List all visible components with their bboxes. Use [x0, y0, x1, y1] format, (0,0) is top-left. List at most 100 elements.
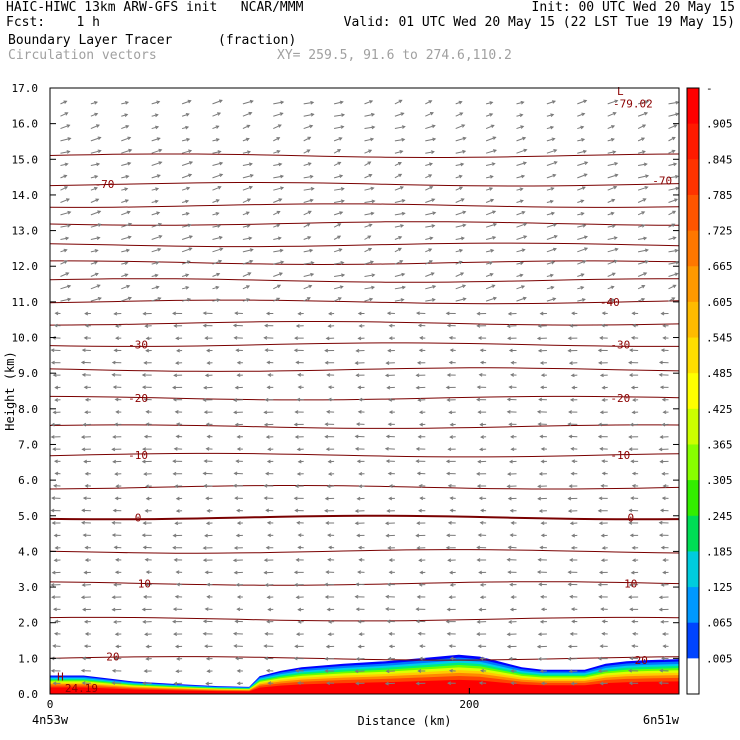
circulation-vector-head — [355, 348, 360, 353]
x-tick-label: 0 — [47, 698, 54, 711]
circulation-vector-head — [388, 484, 393, 488]
circulation-vector-head — [264, 348, 269, 353]
circulation-vector-head — [584, 161, 589, 165]
header-field-name: Boundary Layer Tracer — [8, 33, 173, 48]
colorbar-label: .245 — [706, 510, 733, 523]
circulation-vector — [242, 285, 250, 290]
circulation-vector-head — [141, 373, 146, 377]
circulation-vector-head — [175, 669, 180, 674]
circulation-vector-head — [185, 273, 190, 278]
circulation-vector — [303, 113, 314, 117]
circulation-vector-head — [384, 446, 389, 451]
circulation-vector-head — [446, 471, 450, 476]
circulation-vector-head — [206, 434, 211, 439]
circulation-vector-head — [188, 247, 193, 251]
circulation-vector — [546, 235, 558, 240]
circulation-vector-head — [662, 644, 667, 649]
circulation-vector — [668, 223, 675, 228]
circulation-vector-head — [124, 199, 130, 203]
circulation-vector-head — [507, 496, 512, 501]
circulation-vector-head — [95, 124, 100, 128]
circulation-vector — [638, 175, 649, 179]
circulation-vector-head — [112, 508, 117, 513]
circulation-vector-head — [267, 681, 272, 686]
circulation-vector — [485, 149, 497, 154]
circulation-vector-head — [97, 149, 102, 154]
circulation-vector-head — [536, 336, 541, 341]
contour-value-label: -30 — [128, 339, 148, 352]
circulation-vector-head — [537, 557, 542, 562]
circulation-vector-head — [83, 570, 88, 575]
contour-value-label: -40 — [600, 296, 620, 309]
circulation-vector-head — [232, 631, 237, 636]
circulation-vector-head — [388, 410, 393, 414]
circulation-vector — [607, 138, 615, 142]
circulation-vector-head — [233, 570, 238, 575]
circulation-vector-head — [398, 236, 403, 240]
circulation-vector-head — [521, 248, 526, 253]
circulation-vector-head — [611, 224, 616, 228]
circulation-vector-head — [462, 284, 467, 289]
circulation-vector-head — [643, 236, 648, 241]
circulation-vector — [151, 223, 162, 228]
circulation-vector-head — [276, 210, 281, 215]
circulation-vector — [303, 210, 312, 216]
circulation-vector-head — [478, 570, 483, 575]
circulation-vector — [637, 198, 646, 203]
circulation-vector-head — [145, 422, 150, 427]
circulation-vector-head — [428, 100, 433, 104]
circulation-vector-head — [523, 235, 528, 239]
circulation-vector-head — [631, 545, 636, 550]
temperature-contour-line — [50, 342, 679, 347]
circulation-vector — [212, 138, 219, 142]
circulation-vector-head — [553, 247, 557, 252]
circulation-vector — [273, 112, 283, 117]
contour-value-label: -20 — [128, 392, 148, 405]
circulation-vector-head — [327, 459, 332, 464]
circulation-vector-head — [141, 607, 146, 612]
y-tick-label: 11.0 — [12, 296, 39, 309]
circulation-vector — [364, 126, 375, 130]
circulation-vector-head — [234, 311, 239, 316]
circulation-vector-head — [276, 297, 281, 302]
circulation-vector-head — [583, 173, 588, 177]
colorbar-label: - — [706, 82, 713, 95]
circulation-vector-head — [599, 644, 604, 649]
circulation-vector-head — [337, 223, 342, 227]
circulation-vector-head — [418, 582, 423, 587]
circulation-vector-head — [293, 570, 298, 575]
circulation-vector-head — [540, 681, 545, 686]
circulation-vector — [151, 149, 162, 154]
circulation-vector-head — [598, 521, 603, 526]
circulation-vector-head — [567, 348, 572, 353]
circulation-vector — [394, 99, 402, 105]
circulation-vector — [516, 175, 525, 179]
circulation-vector-head — [432, 285, 437, 289]
circulation-vector — [455, 124, 465, 130]
colorbar-swatch — [687, 408, 699, 445]
circulation-vector-head — [354, 361, 359, 365]
circulation-vector-head — [263, 410, 268, 415]
circulation-vector-head — [84, 323, 89, 328]
circulation-vector-head — [550, 113, 555, 117]
circulation-vector-head — [520, 125, 525, 129]
circulation-vector-head — [641, 298, 646, 302]
circulation-vector-head — [296, 472, 301, 476]
circulation-vector-head — [358, 632, 363, 636]
circulation-vector-head — [202, 398, 207, 402]
circulation-vector-head — [658, 360, 663, 365]
circulation-vector-head — [309, 248, 314, 253]
circulation-vector — [637, 224, 645, 228]
circulation-vector — [273, 211, 280, 216]
circulation-vector — [303, 125, 313, 130]
circulation-vector-head — [631, 410, 636, 415]
circulation-vector — [181, 174, 192, 179]
circulation-vector-head — [306, 149, 311, 153]
circulation-vector-head — [537, 632, 542, 637]
circulation-vector-head — [644, 248, 649, 253]
circulation-vector — [394, 247, 402, 253]
circulation-vector-head — [111, 533, 116, 537]
circulation-vector — [607, 112, 616, 117]
circulation-vector-head — [83, 619, 88, 624]
circulation-vector-head — [600, 533, 605, 538]
